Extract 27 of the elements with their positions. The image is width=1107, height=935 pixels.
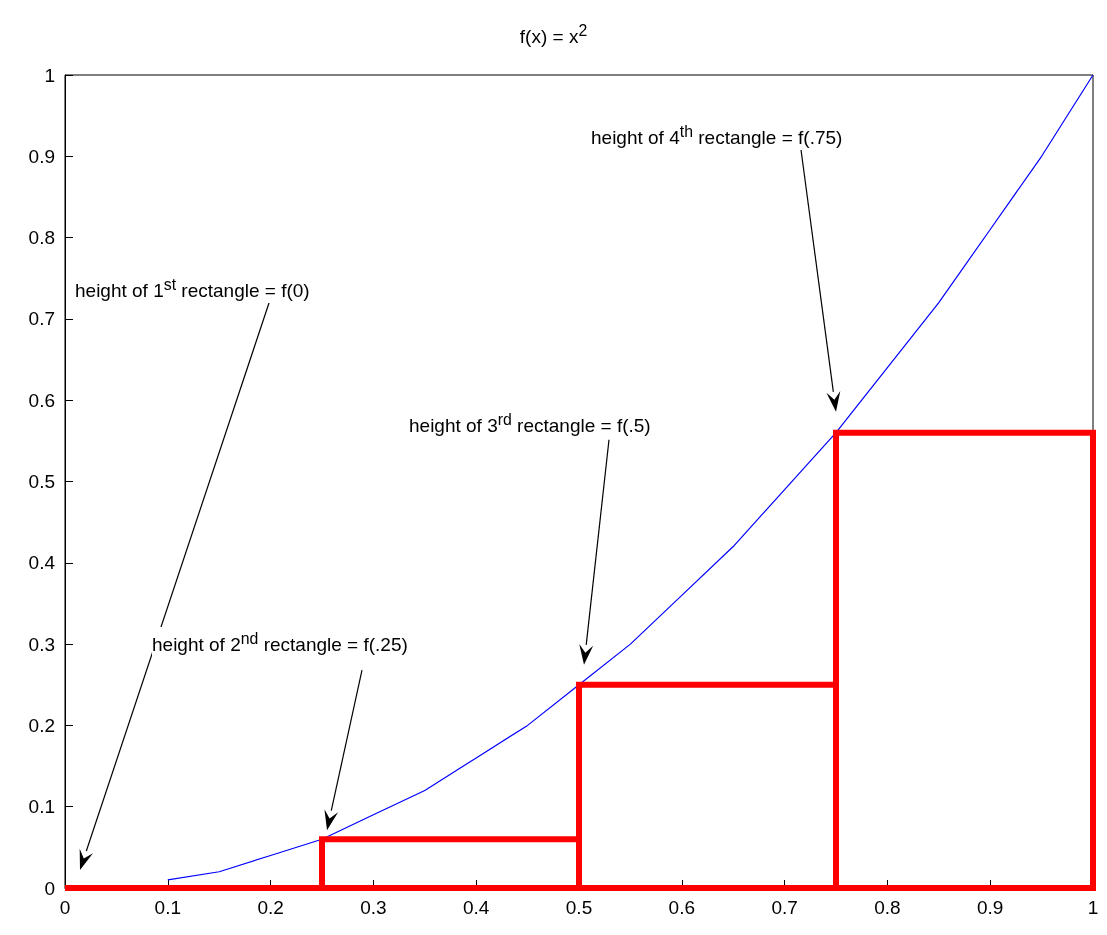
annotation: height of 4$^{th}$ rectangle = f(.75): [591, 119, 843, 151]
x-tick-label: 0.4: [462, 897, 490, 918]
y-tick-label: 0.1: [28, 796, 55, 818]
y-tick-label: 0.6: [28, 389, 55, 411]
x-tick-label: 1: [1087, 897, 1099, 918]
x-tick-label: 0.7: [771, 897, 798, 918]
x-tick-label: 0.5: [565, 897, 593, 918]
annotation: height of 2$^{nd}$ rectangle = f(.25): [152, 627, 408, 658]
x-tick-label: 0.9: [976, 897, 1004, 918]
y-tick-label: 0.5: [28, 471, 55, 492]
x-tick-label: 0.3: [360, 897, 387, 918]
annotation: height of 1$^{st}$ rectangle = f(0): [75, 273, 310, 304]
y-tick-label: 0: [44, 877, 55, 899]
chart-title: f(x) = x$^{2}$: [518, 22, 589, 49]
x-tick-label: 0.2: [257, 897, 284, 918]
y-tick-label: 0.9: [28, 145, 55, 167]
x-tick-label: 0: [59, 897, 71, 918]
y-tick-label: 0.4: [28, 552, 56, 574]
y-tick-label: 1: [44, 64, 55, 86]
x-tick-label: 0.8: [874, 897, 901, 918]
y-tick-label: 0.2: [28, 714, 55, 736]
x-tick-label: 0.6: [668, 897, 696, 918]
annotation: height of 3$^{rd}$ rectangle = f(.5): [409, 407, 651, 439]
y-tick-label: 0.7: [28, 308, 55, 330]
x-tick-label: 0.1: [154, 897, 182, 918]
y-tick-label: 0.8: [28, 227, 55, 249]
y-tick-label: 0.3: [28, 633, 55, 655]
